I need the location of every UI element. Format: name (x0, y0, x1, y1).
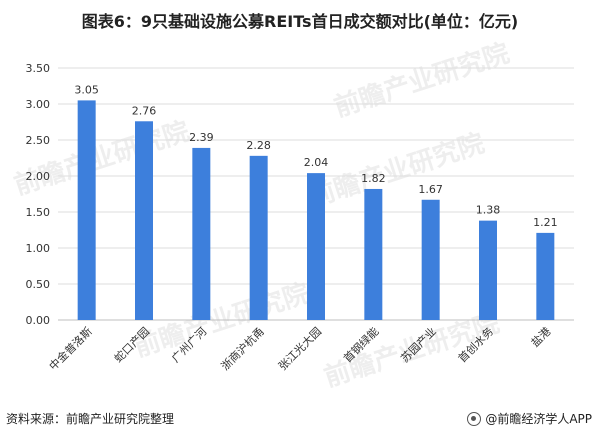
bar-value-label: 1.82 (361, 172, 386, 185)
y-tick-label: 3.00 (26, 98, 51, 111)
bar-value-label: 2.28 (246, 139, 271, 152)
bar (135, 121, 153, 320)
bar (364, 188, 383, 320)
bar (249, 155, 268, 320)
bar-value-label: 1.38 (476, 204, 501, 217)
value-labels: 3.05 2.76 2.39 2.28 2.04 1.82 1.67 1.38 1.21 (74, 83, 557, 228)
bar (536, 232, 555, 320)
y-tick-label: 0.00 (26, 314, 51, 327)
bar-value-label: 2.76 (132, 104, 157, 117)
bar-value-label: 3.05 (74, 83, 99, 96)
y-tick-label: 0.50 (26, 278, 51, 291)
bar-value-label: 1.21 (533, 216, 558, 229)
y-tick-label: 3.50 (26, 62, 51, 75)
y-tick-label: 2.00 (26, 170, 51, 183)
bar (307, 173, 325, 320)
brand-text: @前瞻经济学人APP (485, 412, 592, 426)
x-tick-label: 首钢绿能 (340, 324, 381, 365)
x-axis-ticks: 中金普洛斯 蛇口产园 广州广河 浙商沪杭甬 张江光大园 首钢绿能 苏园产业 首创水务 盐港 (46, 324, 553, 373)
source-note: 资料来源：前瞻产业研究院整理 (6, 412, 175, 426)
x-tick-label: 蛇口产园 (111, 324, 152, 365)
x-tick-label: 浙商沪杭甬 (218, 324, 267, 373)
bar (192, 147, 211, 320)
bar-value-label: 1.67 (418, 183, 443, 196)
y-tick-label: 1.50 (26, 206, 51, 219)
y-axis-ticks: 0.00 0.50 1.00 1.50 2.00 2.50 3.00 3.50 (26, 62, 51, 327)
bar-value-label: 2.39 (189, 131, 214, 144)
x-tick-label: 中金普洛斯 (46, 324, 95, 373)
x-tick-label: 张江光大园 (275, 324, 324, 373)
y-tick-label: 1.00 (26, 242, 51, 255)
x-tick-label: 广州广河 (169, 325, 209, 365)
y-tick-label: 2.50 (26, 134, 51, 147)
x-tick-label: 盐港 (529, 325, 554, 350)
bar (421, 199, 440, 320)
x-tick-label: 首创水务 (455, 324, 496, 365)
bar (479, 220, 497, 320)
brand-logo-icon (467, 411, 482, 426)
bar (77, 100, 96, 321)
x-tick-label: 苏园产业 (398, 324, 439, 365)
bars (77, 100, 555, 321)
chart-title: 图表6：9只基础设施公募REITs首日成交额对比(单位：亿元) (81, 12, 519, 31)
bar-value-label: 2.04 (304, 156, 329, 169)
brand-credit: @前瞻经济学人APP (467, 410, 592, 427)
